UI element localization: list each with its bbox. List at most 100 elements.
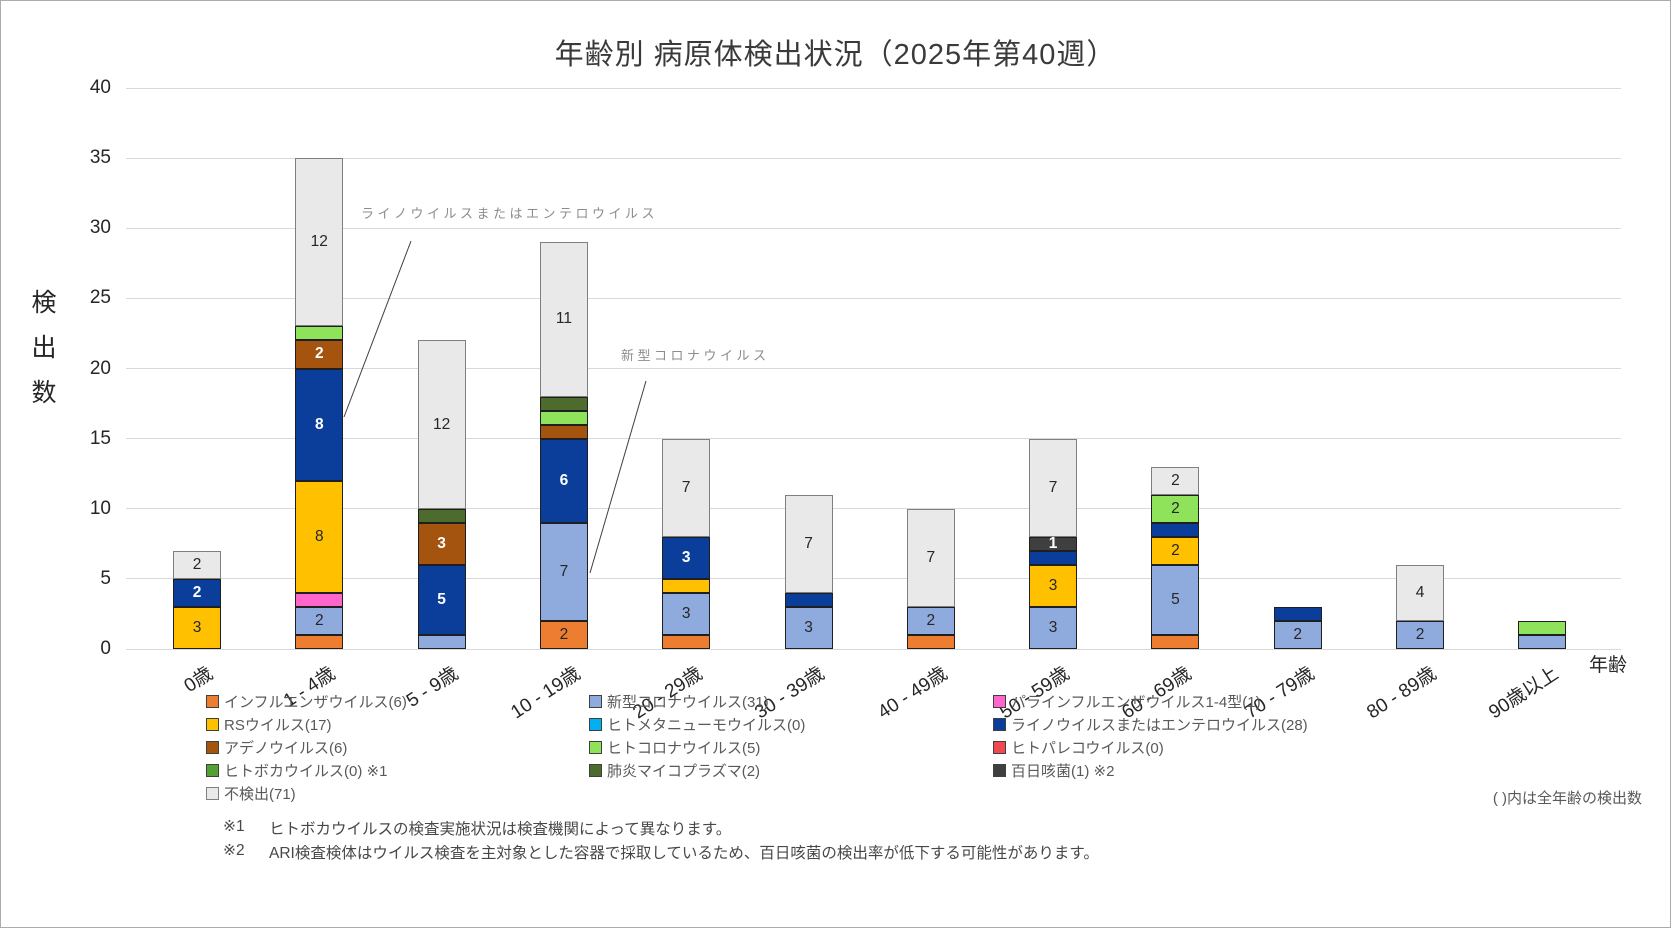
legend-label: 新型コロナウイルス(31) — [607, 694, 769, 711]
bar-segment: 11 — [539, 242, 588, 397]
y-tick-label: 25 — [89, 287, 111, 309]
legend-label: 肺炎マイコプラズマ(2) — [607, 763, 761, 780]
bar-segment: 5 — [1151, 564, 1200, 635]
gridline-y20 — [126, 368, 1621, 369]
bar-segment-value: 1 — [1048, 534, 1058, 552]
x-category-label: 80 - 89歳 — [1363, 663, 1441, 724]
legend-item: 不検出(71) — [206, 783, 296, 804]
bar-segment: 2 — [295, 340, 344, 369]
legend-swatch-icon — [993, 695, 1006, 708]
bar-segment-value: 4 — [1415, 583, 1425, 601]
legend-swatch-icon — [993, 718, 1006, 731]
footnote-marker: ※1 — [223, 818, 245, 835]
bar-segment-value: 12 — [432, 415, 451, 433]
x-category-label: 5 - 9歳 — [402, 663, 462, 712]
legend-label: 百日咳菌(1) ※2 — [1011, 763, 1115, 780]
bar-segment: 2 — [539, 620, 588, 649]
bar-segment: 6 — [539, 438, 588, 523]
bar-segment-value: 2 — [192, 555, 202, 573]
legend-item: 百日咳菌(1) ※2 — [993, 760, 1114, 781]
bar-segment: 7 — [662, 438, 711, 537]
legend-swatch-icon — [206, 718, 219, 731]
legend-item: ヒトコロナウイルス(5) — [589, 737, 760, 758]
bar-segment: 2 — [295, 606, 344, 635]
bar-segment-value: 2 — [1415, 625, 1425, 643]
bar-segment: 2 — [1151, 466, 1200, 495]
gridline-y0 — [126, 648, 1621, 650]
legend-swatch-icon — [206, 787, 219, 800]
gridline-y40 — [126, 87, 1621, 89]
x-category-label: 90歳以上 — [1485, 663, 1563, 724]
bar-segment: 12 — [417, 340, 466, 509]
y-tick-label: 30 — [89, 217, 111, 239]
legend-swatch-icon — [206, 695, 219, 708]
bar-segment-value: 3 — [1048, 576, 1058, 594]
legend-swatch-icon — [589, 741, 602, 754]
bar-segment: 5 — [417, 564, 466, 635]
legend-label: ヒトコロナウイルス(5) — [607, 740, 761, 757]
bar-segment-value: 5 — [1171, 590, 1180, 608]
bar-segment — [662, 578, 711, 593]
legend-swatch-icon — [206, 764, 219, 777]
y-tick-label: 20 — [89, 357, 111, 379]
bar-segment: 3 — [662, 536, 711, 579]
legend-item: 新型コロナウイルス(31) — [589, 691, 769, 712]
legend-swatch-icon — [589, 718, 602, 731]
bar-segment: 3 — [417, 522, 466, 565]
legend-label: インフルエンザウイルス(6) — [224, 694, 407, 711]
bar-segment: 7 — [539, 522, 588, 621]
bar-segment-value: 3 — [804, 618, 813, 636]
bar-segment — [539, 396, 588, 411]
bar-segment-value: 2 — [1171, 541, 1180, 559]
gridline-y5 — [126, 578, 1621, 580]
bar-segment: 2 — [1151, 494, 1200, 523]
legend-label: アデノウイルス(6) — [224, 740, 348, 757]
gridline-y30 — [126, 227, 1621, 229]
bar-segment-value: 3 — [1048, 618, 1058, 636]
bar-segment — [295, 634, 344, 649]
bar-segment — [1273, 606, 1322, 621]
bar-segment — [539, 424, 588, 439]
y-axis-title: 検出数 — [31, 289, 57, 407]
legend-swatch-icon — [589, 695, 602, 708]
bar-segment: 8 — [295, 368, 344, 481]
y-tick-label: 5 — [100, 567, 111, 589]
legend-label: パラインフルエンザウイルス1-4型(1) — [1011, 694, 1261, 711]
bar-segment: 7 — [784, 494, 833, 593]
bar-segment: 12 — [295, 158, 344, 327]
footnote: ※2 ARI検査検体はウイルス検査を主対象とした容器で採取しているため、百日咳菌の… — [223, 841, 1099, 863]
bar-segment — [1151, 522, 1200, 537]
bar-segment-value: 2 — [1171, 499, 1180, 517]
bar-segment — [417, 508, 466, 523]
bar-segment: 2 — [906, 606, 955, 635]
bar-segment — [1151, 634, 1200, 649]
bar-segment: 2 — [1396, 620, 1444, 649]
footnote-text: ARI検査検体はウイルス検査を主対象とした容器で採取しているため、百日咳菌の検出… — [269, 845, 1099, 862]
bar-segment-value: 3 — [681, 548, 691, 566]
bar-segment-value: 2 — [926, 611, 936, 629]
bar-segment — [417, 634, 466, 649]
bar-segment-value: 2 — [1171, 471, 1180, 489]
y-tick-label: 10 — [89, 497, 111, 519]
legend-label: ヒトパレコウイルス(0) — [1011, 740, 1164, 757]
bar-segment: 3 — [784, 606, 833, 649]
bar-segment-value: 2 — [314, 345, 324, 363]
annotation-label: 新型コロナウイルス — [621, 348, 770, 363]
y-tick-label: 0 — [100, 638, 111, 659]
bar-segment-value: 2 — [314, 611, 324, 629]
y-tick-label: 15 — [89, 427, 111, 449]
bar-segment: 2 — [173, 550, 221, 579]
gridline-y25 — [126, 297, 1621, 299]
chart-title: 年齢別 病原体検出状況（2025年第40週） — [554, 39, 1117, 71]
bar-segment-value: 3 — [437, 534, 446, 552]
footnote-text: ヒトボカウイルスの検査実施状況は検査機関によって異なります。 — [269, 821, 732, 838]
legend-item: アデノウイルス(6) — [206, 737, 347, 758]
bar-segment: 8 — [295, 480, 344, 593]
footnote-marker: ※2 — [223, 842, 245, 859]
legend-note: ( )内は全年齢の検出数 — [1492, 790, 1642, 807]
legend-item: RSウイルス(17) — [206, 714, 332, 735]
bar-segment — [539, 410, 588, 425]
legend-label: RSウイルス(17) — [224, 717, 332, 734]
x-category-label: 40 - 49歳 — [873, 663, 951, 724]
